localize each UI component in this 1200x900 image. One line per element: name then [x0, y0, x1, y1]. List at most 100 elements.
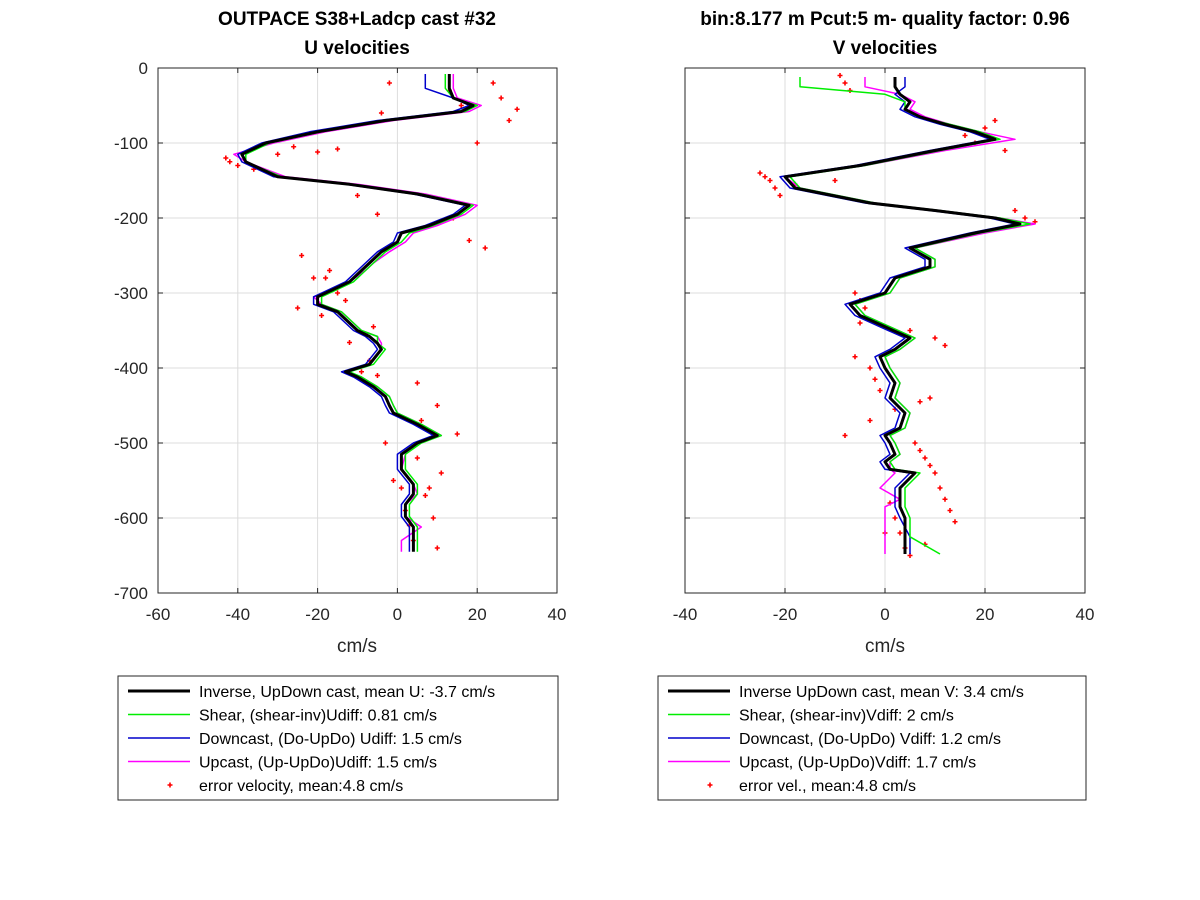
v-legend-marker [707, 782, 713, 788]
u-error-point [466, 238, 472, 243]
u-error-point [275, 151, 281, 157]
v-series-line-1 [789, 77, 1031, 555]
v-error-point [942, 496, 948, 502]
u-plot-area [223, 74, 520, 552]
v-error-point [962, 133, 968, 138]
v-error-point [917, 399, 923, 405]
u-velocity-panel: OUTPACE S38+Ladcp cast #32 U velocities … [114, 9, 566, 801]
u-error-point [438, 470, 444, 476]
u-error-point [370, 324, 376, 330]
u-series-line-2 [237, 74, 470, 552]
v-legend-item: Downcast, (Do-UpDo) Vdiff: 1.2 cm/s [668, 731, 1001, 748]
v-error-point [852, 354, 858, 360]
v-error-point [762, 174, 768, 180]
u-error-point [343, 298, 349, 303]
u-error-point [390, 478, 396, 483]
u-error-point [311, 275, 317, 281]
v-x-tick-label: -20 [773, 605, 798, 624]
v-legend-item: Upcast, (Up-UpDo)Vdiff: 1.7 cm/s [668, 755, 976, 772]
u-axes-box [157, 67, 558, 594]
u-error-point [315, 149, 321, 155]
u-legend-label: Shear, (shear-inv)Udiff: 0.81 cm/s [199, 708, 437, 725]
u-error-point [434, 403, 440, 408]
u-y-tick-label: -600 [114, 509, 148, 528]
v-error-point [922, 455, 928, 461]
v-error-point [917, 448, 923, 453]
u-error-point [498, 95, 504, 101]
v-error-point [767, 178, 773, 183]
u-error-point [418, 418, 424, 423]
v-error-point [892, 515, 898, 521]
u-error-point [355, 193, 360, 198]
u-error-point [295, 305, 301, 311]
u-error-point [358, 369, 364, 375]
u-tick-labels: -60 -40 -20 0 20 400-100-200-300-400-500-600-… [114, 59, 566, 624]
u-error-point [514, 106, 520, 112]
v-error-point [852, 290, 858, 296]
u-error-point [227, 159, 233, 165]
v-error-point [867, 365, 873, 371]
v-error-point [927, 463, 933, 468]
u-error-point [458, 103, 464, 108]
u-error-point [335, 146, 341, 152]
u-x-tick-label: -20 [305, 605, 330, 624]
v-error-point [1022, 215, 1028, 221]
u-legend-item: Shear, (shear-inv)Udiff: 0.81 cm/s [128, 708, 437, 725]
v-x-tick-label: 0 [880, 605, 889, 624]
v-error-point [757, 170, 763, 176]
v-series-line-2 [779, 77, 1016, 554]
u-y-tick-label: -300 [114, 284, 148, 303]
v-error-point [862, 305, 868, 311]
v-error-point [952, 519, 958, 525]
u-legend-label: error velocity, mean:4.8 cm/s [199, 778, 403, 795]
u-error-point [235, 163, 241, 168]
v-chart-title: bin:8.177 m Pcut:5 m- quality factor: 0.… [700, 9, 1070, 30]
v-error-point [947, 508, 953, 513]
u-legend: Inverse, UpDown cast, mean U: -3.7 cm/s S… [117, 675, 559, 801]
v-error-point [932, 335, 938, 341]
u-error-point [430, 515, 436, 521]
u-error-velocity-series [223, 80, 520, 551]
u-error-point [319, 313, 325, 318]
v-error-point [932, 470, 938, 476]
v-legend-label: Downcast, (Do-UpDo) Vdiff: 1.2 cm/s [739, 731, 1001, 748]
v-legend-item: Shear, (shear-inv)Vdiff: 2 cm/s [668, 708, 954, 725]
u-error-point [490, 80, 496, 86]
u-error-point [374, 373, 380, 378]
v-error-point [912, 440, 918, 446]
v-tick-labels: -40 -20 0 20 40 [673, 67, 1095, 624]
u-error-point [223, 155, 229, 161]
u-x-tick-label: -40 [226, 605, 251, 624]
v-error-point [937, 485, 943, 491]
u-error-point [335, 290, 341, 296]
u-series-line-3 [233, 74, 482, 552]
u-error-point [426, 485, 432, 491]
u-chart-title: OUTPACE S38+Ladcp cast #32 [218, 9, 496, 30]
v-legend-label: Shear, (shear-inv)Vdiff: 2 cm/s [739, 708, 954, 725]
v-error-point [837, 73, 843, 78]
v-plot-area [757, 73, 1038, 558]
v-error-point [942, 343, 948, 348]
u-x-tick-label: 40 [548, 605, 567, 624]
u-error-point [454, 431, 460, 437]
u-y-tick-label: -500 [114, 434, 148, 453]
v-error-point [777, 193, 783, 198]
u-x-tick-label: 0 [393, 605, 402, 624]
v-series-group [757, 73, 1038, 558]
u-x-tick-label: 20 [468, 605, 487, 624]
u-series-line-0 [240, 74, 475, 552]
u-legend-item: error velocity, mean:4.8 cm/s [167, 778, 403, 795]
v-error-point [1012, 208, 1018, 213]
v-error-point [857, 320, 863, 326]
v-legend-label: Inverse UpDown cast, mean V: 3.4 cm/s [739, 684, 1024, 701]
u-error-point [482, 245, 488, 251]
u-legend-box [117, 675, 559, 801]
u-error-point [378, 110, 384, 116]
u-error-point [299, 253, 305, 258]
u-error-point [291, 144, 297, 150]
u-error-point [386, 80, 392, 86]
v-error-point [832, 178, 838, 183]
v-legend-label: Upcast, (Up-UpDo)Vdiff: 1.7 cm/s [739, 755, 976, 772]
v-x-tick-label: 40 [1076, 605, 1095, 624]
